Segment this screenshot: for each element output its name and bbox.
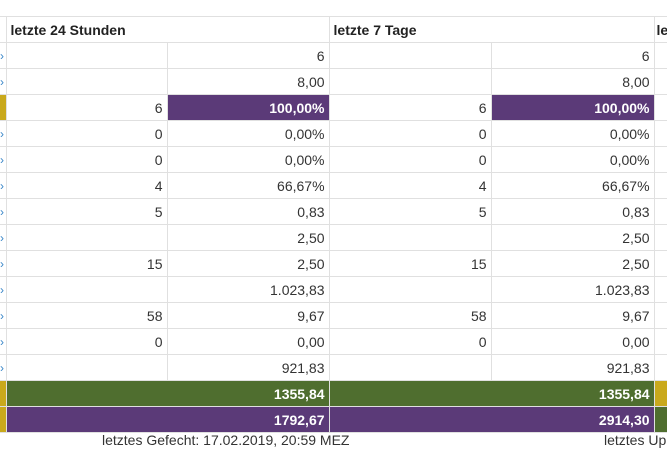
cell[interactable]: 9,67 <box>166 302 330 329</box>
cell[interactable]: 5 <box>5 198 168 225</box>
cell-highlight[interactable]: 100,00% <box>490 94 655 121</box>
table-row: › 4 66,67% 4 66,67% <box>0 172 667 199</box>
cell[interactable]: 4 <box>328 172 492 199</box>
cell[interactable]: 58 <box>5 302 168 329</box>
cell[interactable]: 0,00 <box>166 328 330 355</box>
cell[interactable]: 0,00% <box>490 146 655 173</box>
cell[interactable] <box>328 354 492 381</box>
edge-cell[interactable] <box>653 224 667 251</box>
cell[interactable]: 921,83 <box>490 354 655 381</box>
last-update-text: letztes Up <box>604 432 667 448</box>
column-header-partial[interactable]: le <box>653 16 667 43</box>
table-row-total-green: 1355,84 1355,84 <box>0 380 667 407</box>
edge-cell[interactable] <box>653 328 667 355</box>
table-row: › 58 9,67 58 9,67 <box>0 302 667 329</box>
cell[interactable]: 15 <box>5 250 168 277</box>
edge-cell[interactable] <box>653 94 667 121</box>
cell[interactable]: 9,67 <box>490 302 655 329</box>
stats-table: letzte 24 Stunden letzte 7 Tage le › 6 6… <box>0 16 667 433</box>
cell[interactable]: 0,83 <box>166 198 330 225</box>
cell[interactable]: 0 <box>5 146 168 173</box>
cell[interactable] <box>5 42 168 69</box>
edge-cell[interactable] <box>653 354 667 381</box>
header-row: letzte 24 Stunden letzte 7 Tage le <box>0 16 667 43</box>
column-header-7d[interactable]: letzte 7 Tage <box>328 16 655 43</box>
edge-cell[interactable] <box>653 380 667 407</box>
cell[interactable]: 8,00 <box>166 68 330 95</box>
edge-cell[interactable] <box>653 302 667 329</box>
table-row: › 0 0,00 0 0,00 <box>0 328 667 355</box>
cell[interactable]: 0,83 <box>490 198 655 225</box>
edge-cell[interactable] <box>653 250 667 277</box>
cell-total-7d[interactable]: 1355,84 <box>328 380 655 407</box>
table-row: › 15 2,50 15 2,50 <box>0 250 667 277</box>
edge-cell[interactable] <box>653 120 667 147</box>
edge-cell[interactable] <box>653 276 667 303</box>
cell[interactable]: 6 <box>490 42 655 69</box>
edge-cell[interactable] <box>653 42 667 69</box>
last-battle-text: letztes Gefecht: 17.02.2019, 20:59 MEZ <box>102 432 350 448</box>
cell[interactable]: 8,00 <box>490 68 655 95</box>
footer: letztes Gefecht: 17.02.2019, 20:59 MEZ l… <box>0 432 667 452</box>
cell[interactable]: 6 <box>328 94 492 121</box>
cell[interactable]: 15 <box>328 250 492 277</box>
cell[interactable]: 0,00% <box>166 146 330 173</box>
cell[interactable] <box>5 354 168 381</box>
table-row: › 2,50 2,50 <box>0 224 667 251</box>
cell[interactable]: 0 <box>328 328 492 355</box>
cell[interactable]: 0 <box>328 120 492 147</box>
cell[interactable] <box>5 224 168 251</box>
table-row: 6 100,00% 6 100,00% <box>0 94 667 121</box>
cell[interactable]: 58 <box>328 302 492 329</box>
table-row: › 1.023,83 1.023,83 <box>0 276 667 303</box>
cell[interactable]: 66,67% <box>166 172 330 199</box>
cell[interactable]: 1.023,83 <box>490 276 655 303</box>
table-row: › 8,00 8,00 <box>0 68 667 95</box>
cell[interactable]: 0,00% <box>166 120 330 147</box>
cell[interactable]: 4 <box>5 172 168 199</box>
edge-cell[interactable] <box>653 68 667 95</box>
cell[interactable] <box>5 68 168 95</box>
table-row-total-purple: 1792,67 2914,30 <box>0 406 667 433</box>
edge-cell[interactable] <box>653 198 667 225</box>
cell[interactable]: 921,83 <box>166 354 330 381</box>
table-row: › 5 0,83 5 0,83 <box>0 198 667 225</box>
table-row: › 0 0,00% 0 0,00% <box>0 146 667 173</box>
table-row: › 6 6 <box>0 42 667 69</box>
cell[interactable]: 0 <box>5 328 168 355</box>
cell[interactable]: 1.023,83 <box>166 276 330 303</box>
edge-cell[interactable] <box>653 146 667 173</box>
table-row: › 921,83 921,83 <box>0 354 667 381</box>
cell[interactable]: 2,50 <box>166 224 330 251</box>
cell[interactable]: 5 <box>328 198 492 225</box>
cell-total-7d[interactable]: 2914,30 <box>328 406 655 433</box>
cell-total-24h[interactable]: 1792,67 <box>5 406 330 433</box>
table-row: › 0 0,00% 0 0,00% <box>0 120 667 147</box>
cell-total-24h[interactable]: 1355,84 <box>5 380 330 407</box>
cell[interactable] <box>5 276 168 303</box>
edge-cell[interactable] <box>653 172 667 199</box>
cell[interactable]: 66,67% <box>490 172 655 199</box>
cell[interactable]: 2,50 <box>490 250 655 277</box>
cell[interactable] <box>328 224 492 251</box>
cell[interactable]: 0,00% <box>490 120 655 147</box>
cell[interactable] <box>328 42 492 69</box>
cell[interactable] <box>328 276 492 303</box>
column-header-24h[interactable]: letzte 24 Stunden <box>5 16 330 43</box>
cell[interactable]: 2,50 <box>490 224 655 251</box>
cell[interactable]: 0 <box>5 120 168 147</box>
cell[interactable]: 6 <box>5 94 168 121</box>
edge-cell[interactable] <box>653 406 667 433</box>
cell[interactable]: 0 <box>328 146 492 173</box>
cell[interactable]: 2,50 <box>166 250 330 277</box>
cell[interactable] <box>328 68 492 95</box>
cell[interactable]: 6 <box>166 42 330 69</box>
cell-highlight[interactable]: 100,00% <box>166 94 330 121</box>
cell[interactable]: 0,00 <box>490 328 655 355</box>
